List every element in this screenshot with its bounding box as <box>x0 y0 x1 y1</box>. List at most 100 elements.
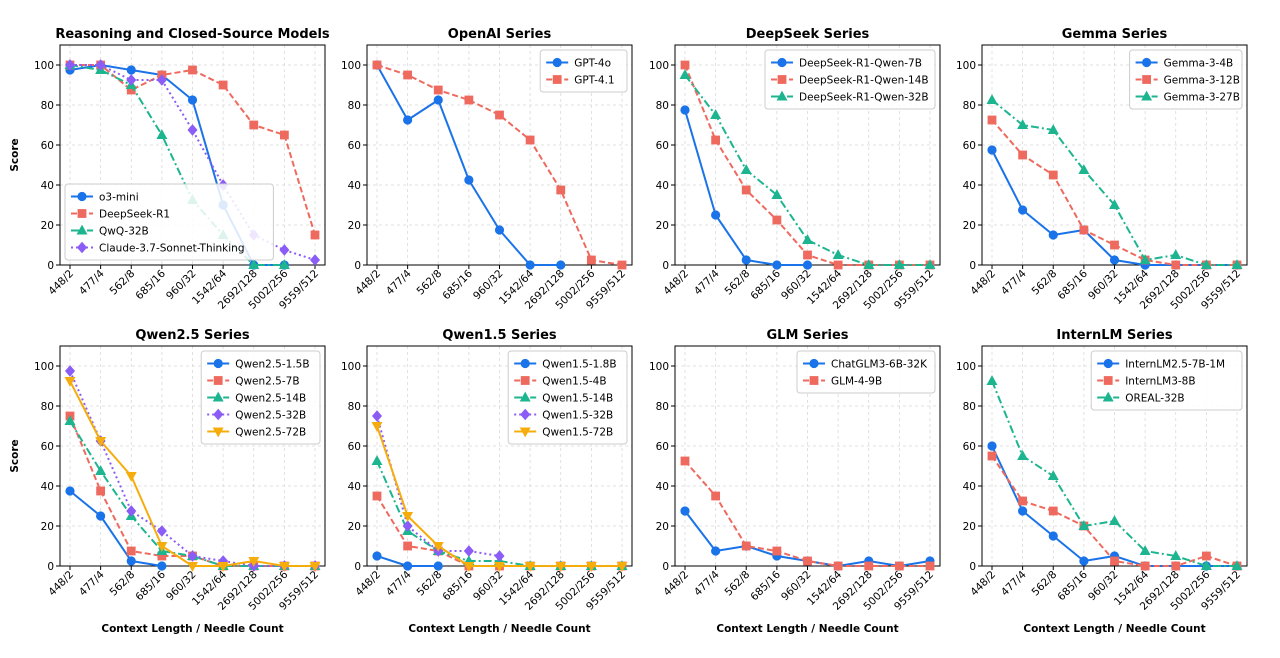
x-tick-label: 448/2 <box>661 569 691 599</box>
y-tick-label: 100 <box>34 361 54 373</box>
series-qwen2-5-1-5b <box>65 486 167 571</box>
data-point-gpt-4-1 <box>617 260 627 270</box>
y-tick-label: 20 <box>963 521 976 533</box>
legend-label-internlm3-8b: InternLM3-8B <box>1125 375 1195 387</box>
x-tick-label: 477/4 <box>384 568 414 598</box>
y-tick-label: 80 <box>348 401 361 413</box>
data-point-qwen2-5-72b <box>309 562 321 572</box>
legend-box <box>507 350 628 445</box>
data-point-deepseek-r1 <box>310 230 320 240</box>
data-point-internlm2-5-7b-1m <box>1048 531 1058 541</box>
y-tick-label: 40 <box>348 481 361 493</box>
data-point-qwen1-5-4b <box>403 541 413 551</box>
data-point-glm-4-9b <box>925 561 935 571</box>
data-point-internlm3-8b <box>1048 506 1058 516</box>
data-point-qwen2-5-7b <box>126 546 136 556</box>
data-point-gpt-4-1 <box>495 110 504 120</box>
y-tick-label: 60 <box>41 140 54 152</box>
data-point-qwen1-5-72b <box>432 542 444 552</box>
data-point-gemma-3-12b <box>1018 150 1028 160</box>
y-tick-label: 100 <box>341 361 361 373</box>
data-point-qwen2-5-7b <box>96 486 106 496</box>
x-tick-label: 477/4 <box>999 267 1029 297</box>
data-point-qwen2-5-1-5b <box>126 556 136 566</box>
y-tick-label: 40 <box>41 180 54 192</box>
series-deepseek-r1-qwen-32b <box>679 69 936 270</box>
legend: Qwen2.5-1.5B Qwen2.5-7B Qwen2.5-14B Qwen2.5… <box>200 350 321 445</box>
series-line-qwen1-5-32b <box>376 415 500 557</box>
series-claude-3-7-sonnet-thinking <box>64 59 321 266</box>
series-line-claude-3-7-sonnet-thinking <box>70 64 316 261</box>
data-point-claude-3-7-sonnet-thinking <box>309 254 321 266</box>
chart-title: Reasoning and Closed-Source Models <box>55 27 330 42</box>
legend-marker-qwen2-5-32b <box>213 408 224 421</box>
data-point-glm-4-9b <box>741 541 751 551</box>
chart-title: DeepSeek Series <box>746 27 870 42</box>
data-point-oreal-32b <box>1047 470 1059 481</box>
legend-marker-o3-mini <box>77 191 87 202</box>
y-tick-label: 60 <box>41 441 54 453</box>
chart-title: Qwen1.5 Series <box>442 328 557 343</box>
data-point-deepseek-r1-qwen-32b <box>710 109 722 119</box>
data-point-gpt-4o <box>433 95 443 105</box>
data-point-qwen2-5-32b <box>126 505 137 517</box>
legend-marker-qwen2-5-1-5b <box>213 358 223 369</box>
y-tick-label: 80 <box>41 401 54 413</box>
legend-label-gpt-4-1: GPT-4.1 <box>574 74 614 86</box>
x-tick-label: 477/4 <box>384 267 414 297</box>
legend-label-qwen1-5-32b: Qwen1.5-32B <box>542 409 613 421</box>
y-tick-label: 80 <box>963 100 976 112</box>
legend-label-gemma-3-27b: Gemma-3-27B <box>1164 91 1240 103</box>
y-tick-label: 0 <box>969 561 976 573</box>
data-point-oreal-32b <box>1139 545 1151 555</box>
y-tick-label: 80 <box>656 401 669 413</box>
y-tick-label: 0 <box>354 260 361 272</box>
x-axis-label: Context Length / Needle Count <box>1023 623 1205 635</box>
x-tick-label: 448/2 <box>46 268 76 298</box>
data-point-gemma-3-4b <box>987 145 997 155</box>
y-tick-label: 40 <box>41 481 54 493</box>
data-point-deepseek-r1-qwen-7b <box>711 210 721 220</box>
series-oreal-32b <box>986 375 1243 570</box>
data-point-qwen2-5-72b <box>187 562 198 572</box>
data-point-internlm3-8b <box>987 451 997 461</box>
data-point-internlm3-8b <box>1110 556 1119 566</box>
data-point-qwen2-5-14b <box>95 465 107 476</box>
data-point-o3-mini <box>187 95 198 105</box>
data-point-gemma-3-27b <box>1017 119 1029 130</box>
legend: o3-mini DeepSeek-R1 QwQ-32B Claude-3.7-Sonn… <box>64 183 274 261</box>
series-qwen2-5-72b <box>64 376 321 572</box>
series-line-glm-4-9b <box>684 460 930 567</box>
data-point-deepseek-r1 <box>218 80 228 90</box>
y-tick-label: 100 <box>649 361 669 373</box>
legend-marker-qwen2-5-72b <box>212 427 224 438</box>
legend-marker-qwen2-5-7b <box>213 376 223 385</box>
legend-marker-internlm3-8b <box>1103 376 1113 385</box>
x-tick-label: 448/2 <box>353 268 383 298</box>
data-point-deepseek-r1-qwen-32b <box>679 69 691 79</box>
legend-label-qwen1-5-1-8b: Qwen1.5-1.8B <box>542 358 616 370</box>
y-tick-label: 20 <box>348 220 361 232</box>
series-glm-4-9b <box>680 456 935 571</box>
data-point-deepseek-r1-qwen-32b <box>863 259 875 270</box>
data-point-claude-3-7-sonnet-thinking <box>95 59 106 71</box>
data-point-glm-4-9b <box>711 491 721 501</box>
y-tick-label: 40 <box>656 481 669 493</box>
series-deepseek-r1-qwen-7b <box>680 105 813 270</box>
legend-box <box>539 49 628 93</box>
data-point-gpt-4o <box>525 260 535 270</box>
y-tick-label: 0 <box>47 561 54 573</box>
data-point-qwen2-5-32b <box>64 365 76 377</box>
data-point-gpt-4o <box>403 115 413 125</box>
x-tick-label: 477/4 <box>692 267 722 297</box>
y-tick-label: 60 <box>348 140 361 152</box>
x-axis-label: Context Length / Needle Count <box>101 623 283 635</box>
chart-title: Qwen2.5 Series <box>135 328 250 343</box>
data-point-deepseek-r1-qwen-7b <box>741 255 751 265</box>
data-point-gpt-4-1 <box>586 255 596 265</box>
legend-label-qwen2-5-72b: Qwen2.5-72B <box>235 426 306 438</box>
legend-marker-gemma-3-4b <box>1142 57 1152 68</box>
legend-marker-gpt-4o <box>552 57 562 68</box>
